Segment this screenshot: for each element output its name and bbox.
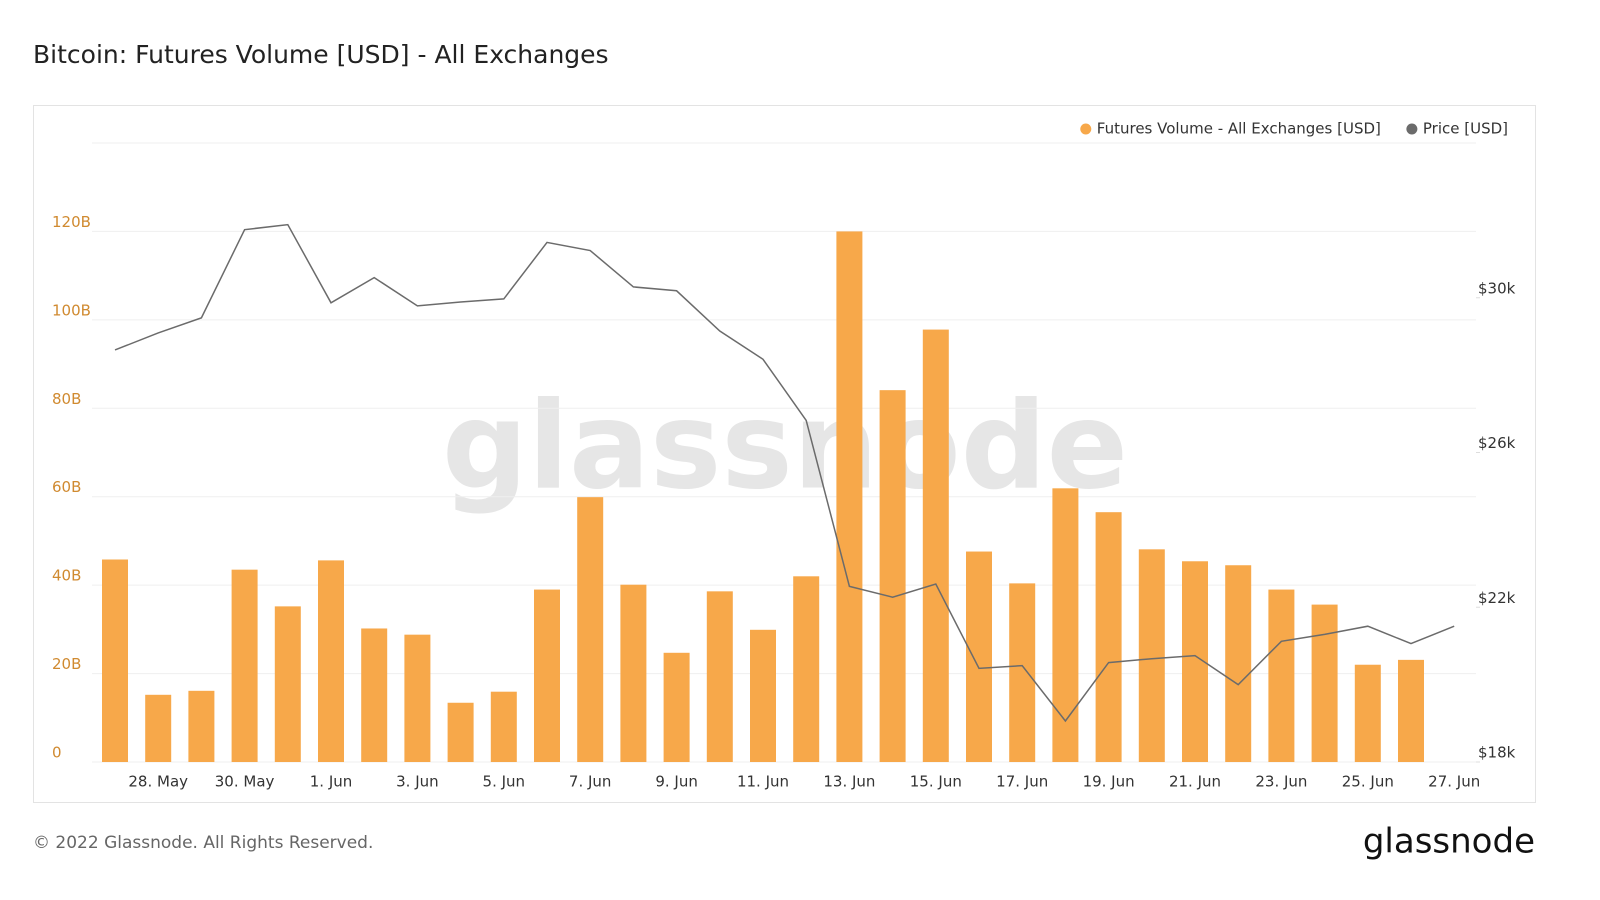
x-tick-label: 17. Jun [996,773,1048,791]
bar [1225,565,1252,762]
y2-tick-label: $26k [1478,434,1516,452]
legend-label: Futures Volume - All Exchanges [USD] [1097,120,1381,138]
y-tick-label: 80B [52,390,81,408]
bar [793,576,820,762]
bar [145,694,172,762]
bar [490,691,517,762]
y-tick-label: 100B [52,301,91,319]
bar [231,569,258,762]
x-tick-label: 23. Jun [1255,773,1307,791]
x-tick-label: 1. Jun [310,773,353,791]
y-tick-label: 20B [52,655,81,673]
bar [1398,659,1424,762]
chart-title: Bitcoin: Futures Volume [USD] - All Exch… [33,40,609,69]
bar [879,390,906,762]
bar [534,589,560,762]
legend-swatch [1080,123,1092,135]
bar [404,634,431,762]
bar [620,584,647,762]
x-tick-label: 25. Jun [1342,773,1394,791]
bar [1095,512,1122,762]
x-tick-label: 7. Jun [569,773,612,791]
bar [922,329,949,762]
y2-tick-label: $30k [1478,279,1516,297]
bar [1268,589,1295,762]
x-tick-label: 13. Jun [823,773,875,791]
bar [361,628,388,762]
watermark: glassnode [442,378,1128,517]
x-tick-label: 11. Jun [737,773,789,791]
x-tick-label: 15. Jun [910,773,962,791]
bar [577,497,604,762]
y-tick-label: 60B [52,478,81,496]
x-tick-label: 28. May [128,773,188,791]
bar [274,606,301,762]
bar [750,629,776,762]
x-tick-label: 3. Jun [396,773,439,791]
bar [1052,488,1079,762]
bar [1138,549,1165,762]
y2-tick-label: $18k [1478,744,1516,762]
bar [1354,664,1381,762]
footer: © 2022 Glassnode. All Rights Reserved. [33,833,373,853]
y-tick-label: 0 [52,744,62,762]
legend-label: Price [USD] [1423,120,1508,138]
bar [447,702,474,762]
plot-frame [33,105,1536,803]
x-tick-label: 30. May [215,773,275,791]
bar [706,591,733,762]
bar [836,231,863,762]
price-line [114,223,1455,723]
bar [1009,583,1036,762]
bar [318,560,344,762]
legend-swatch [1406,123,1418,135]
bar [966,551,992,762]
bar [102,559,128,762]
x-tick-label: 19. Jun [1083,773,1135,791]
x-tick-label: 5. Jun [483,773,526,791]
bar [188,690,215,762]
y-tick-label: 40B [52,567,81,585]
x-tick-label: 21. Jun [1169,773,1221,791]
logo: glassnode [1363,822,1535,862]
x-tick-label: 9. Jun [655,773,698,791]
y2-tick-label: $22k [1478,589,1516,607]
y-tick-label: 120B [52,213,91,231]
bar [663,652,690,762]
x-tick-label: 27. Jun [1428,773,1480,791]
bar [1311,604,1338,762]
